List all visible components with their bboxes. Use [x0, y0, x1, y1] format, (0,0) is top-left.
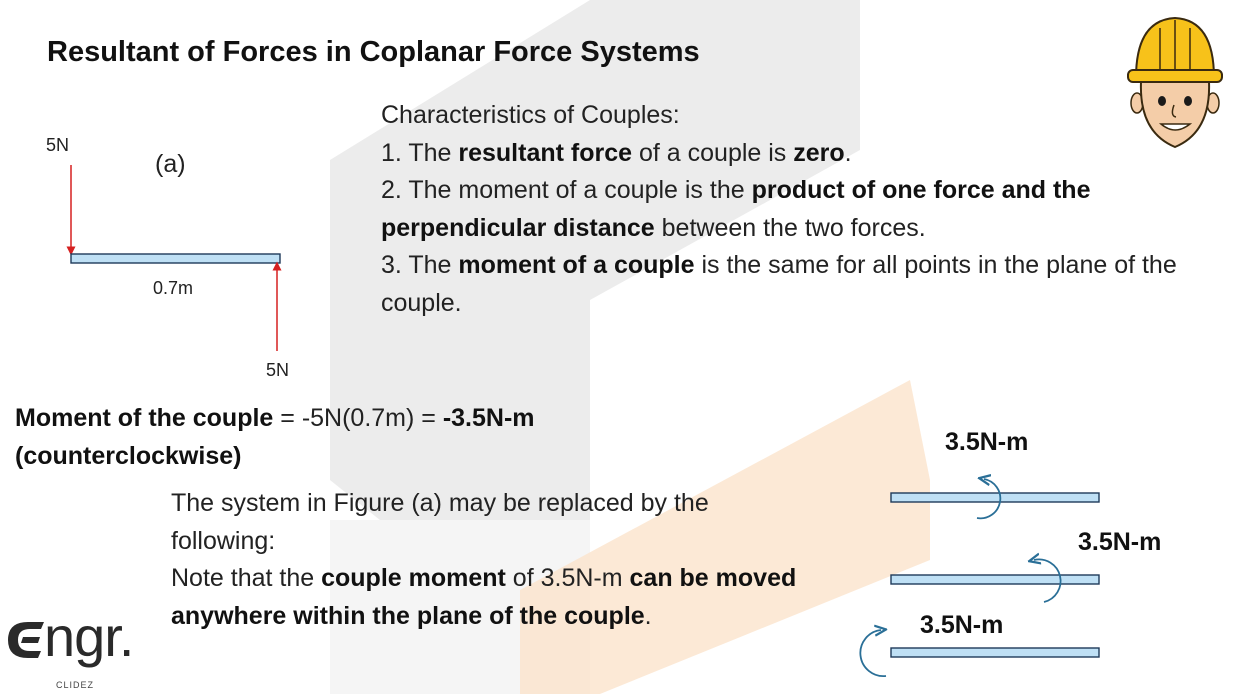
watermark-gray-shape — [330, 0, 860, 520]
watermark-orange-shape — [520, 380, 930, 694]
slide-title: Resultant of Forces in Coplanar Force Sy… — [47, 36, 700, 68]
characteristic-item-2: 2. The moment of a couple is the product… — [381, 176, 1091, 242]
characteristic-item-1: 1. The resultant force of a couple is ze… — [381, 138, 852, 167]
moment-arrow-2 — [1034, 559, 1062, 603]
characteristics-list: Characteristics of Couples: 1. The resul… — [381, 97, 1181, 322]
characteristic-item-3: 3. The moment of a couple is the same fo… — [381, 251, 1177, 317]
logo-subtext: CLIDEZ — [56, 680, 95, 690]
beam-eq-3 — [890, 647, 1100, 658]
face-icon — [1130, 81, 1220, 149]
replacement-note: The system in Figure (a) may be replaced… — [171, 485, 811, 635]
hard-hat-icon — [1127, 16, 1223, 83]
moment-arrow-3 — [859, 630, 886, 677]
beam-eq-1 — [890, 492, 1100, 503]
beam-a — [70, 253, 281, 264]
moment-label-2: 3.5N-m — [1078, 528, 1162, 556]
moment-label-3: 3.5N-m — [920, 611, 1004, 639]
characteristics-heading: Characteristics of Couples: — [381, 101, 680, 129]
moment-equation: Moment of the couple = -5N(0.7m) = -3.5N… — [15, 404, 535, 470]
figure-label-a: (a) — [155, 150, 186, 178]
moment-label-1: 3.5N-m — [945, 428, 1029, 456]
force-label-bottom: 5N — [266, 360, 290, 380]
force-label-top: 5N — [46, 135, 70, 155]
replacement-line-1: The system in Figure (a) may be replaced… — [171, 489, 709, 555]
beam-eq-2 — [890, 574, 1100, 585]
distance-label: 0.7m — [153, 278, 194, 298]
moment-arrow-1 — [977, 479, 1002, 520]
logo-text: ngr. — [44, 605, 134, 668]
replacement-line-2: Note that the couple moment of 3.5N-m ca… — [171, 564, 797, 630]
